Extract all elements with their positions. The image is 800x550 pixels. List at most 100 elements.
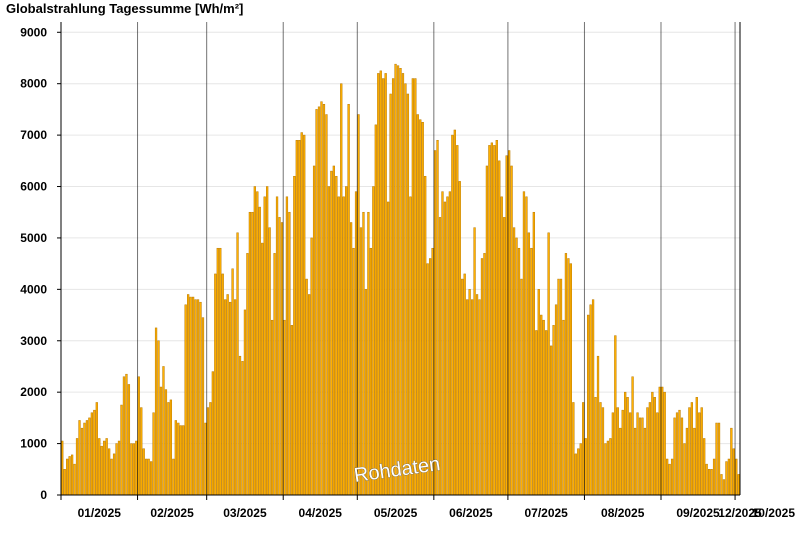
bar	[399, 68, 402, 496]
bar	[258, 206, 261, 496]
bar	[456, 145, 459, 496]
bar	[312, 165, 316, 496]
bar	[648, 402, 652, 496]
bars	[61, 63, 740, 496]
bar	[149, 461, 153, 496]
bar	[705, 463, 708, 496]
bar	[382, 78, 385, 496]
bar	[293, 175, 296, 496]
bar	[396, 65, 400, 496]
bar	[241, 361, 244, 496]
bar	[609, 438, 612, 496]
bar	[308, 294, 311, 496]
bar	[604, 443, 607, 496]
bar	[137, 376, 140, 496]
bar	[545, 330, 548, 496]
bar	[278, 217, 281, 496]
bar	[485, 165, 489, 496]
y-tick-label: 0	[40, 488, 47, 502]
bar	[251, 211, 254, 496]
x-tick-label: 10/2025	[752, 506, 796, 520]
bar	[589, 304, 592, 496]
bar	[209, 402, 212, 496]
bar	[238, 355, 242, 496]
bar	[698, 412, 701, 496]
bar	[404, 83, 407, 496]
bar	[233, 299, 237, 496]
bar	[298, 140, 301, 496]
bar	[683, 443, 686, 496]
bar	[651, 391, 654, 496]
bar	[325, 114, 328, 496]
bar	[495, 140, 498, 496]
bar	[475, 294, 479, 496]
bar	[347, 104, 350, 496]
x-tick-label: 12/2025	[718, 506, 762, 520]
bar	[110, 458, 113, 496]
bar	[628, 412, 632, 496]
bar	[359, 227, 363, 496]
bar	[191, 296, 195, 496]
bar	[377, 73, 380, 496]
bar	[127, 384, 131, 496]
bar	[421, 122, 424, 496]
bar	[145, 458, 148, 496]
bar	[367, 211, 370, 496]
bar	[221, 273, 224, 496]
bar	[354, 191, 358, 496]
bar	[300, 132, 303, 496]
bar	[295, 140, 298, 496]
bar	[253, 186, 256, 496]
bar	[362, 211, 365, 496]
bar	[285, 196, 289, 496]
bar	[463, 273, 466, 496]
bar	[100, 445, 103, 496]
bar	[461, 278, 464, 496]
bar	[584, 438, 587, 496]
bar	[599, 402, 602, 496]
bar	[606, 440, 610, 496]
bar	[305, 278, 308, 496]
bar	[337, 196, 340, 496]
bar	[520, 278, 523, 496]
bar	[159, 386, 163, 496]
bar	[720, 474, 723, 496]
bar	[288, 211, 291, 496]
bar	[633, 427, 637, 496]
bar	[473, 227, 476, 496]
bar	[70, 454, 74, 496]
bar	[177, 422, 180, 496]
bar	[261, 242, 264, 496]
bar	[614, 335, 617, 496]
bar	[725, 461, 728, 496]
bar	[446, 196, 449, 496]
bar	[717, 422, 721, 496]
bar	[562, 319, 565, 496]
bar	[621, 409, 624, 496]
bar	[214, 273, 217, 496]
bar	[737, 474, 740, 496]
bar	[194, 299, 197, 496]
bar	[616, 407, 619, 496]
bar	[315, 109, 318, 496]
bar	[466, 299, 469, 496]
bar	[394, 63, 397, 496]
bar	[715, 422, 718, 496]
bar	[108, 448, 111, 496]
x-tick-label: 09/2025	[676, 506, 720, 520]
bar	[690, 402, 693, 496]
bar	[169, 399, 173, 496]
chart-title: Globalstrahlung Tagessumme [Wh/m²]	[6, 1, 244, 16]
x-tick-label: 08/2025	[601, 506, 645, 520]
bar	[656, 412, 659, 496]
bar	[448, 191, 452, 496]
bar	[735, 458, 738, 496]
bar	[280, 222, 284, 496]
bar	[636, 412, 639, 496]
bar	[196, 299, 200, 496]
bar	[387, 201, 390, 496]
bar	[525, 196, 528, 496]
x-tick-label: 07/2025	[524, 506, 568, 520]
bar	[443, 201, 447, 496]
